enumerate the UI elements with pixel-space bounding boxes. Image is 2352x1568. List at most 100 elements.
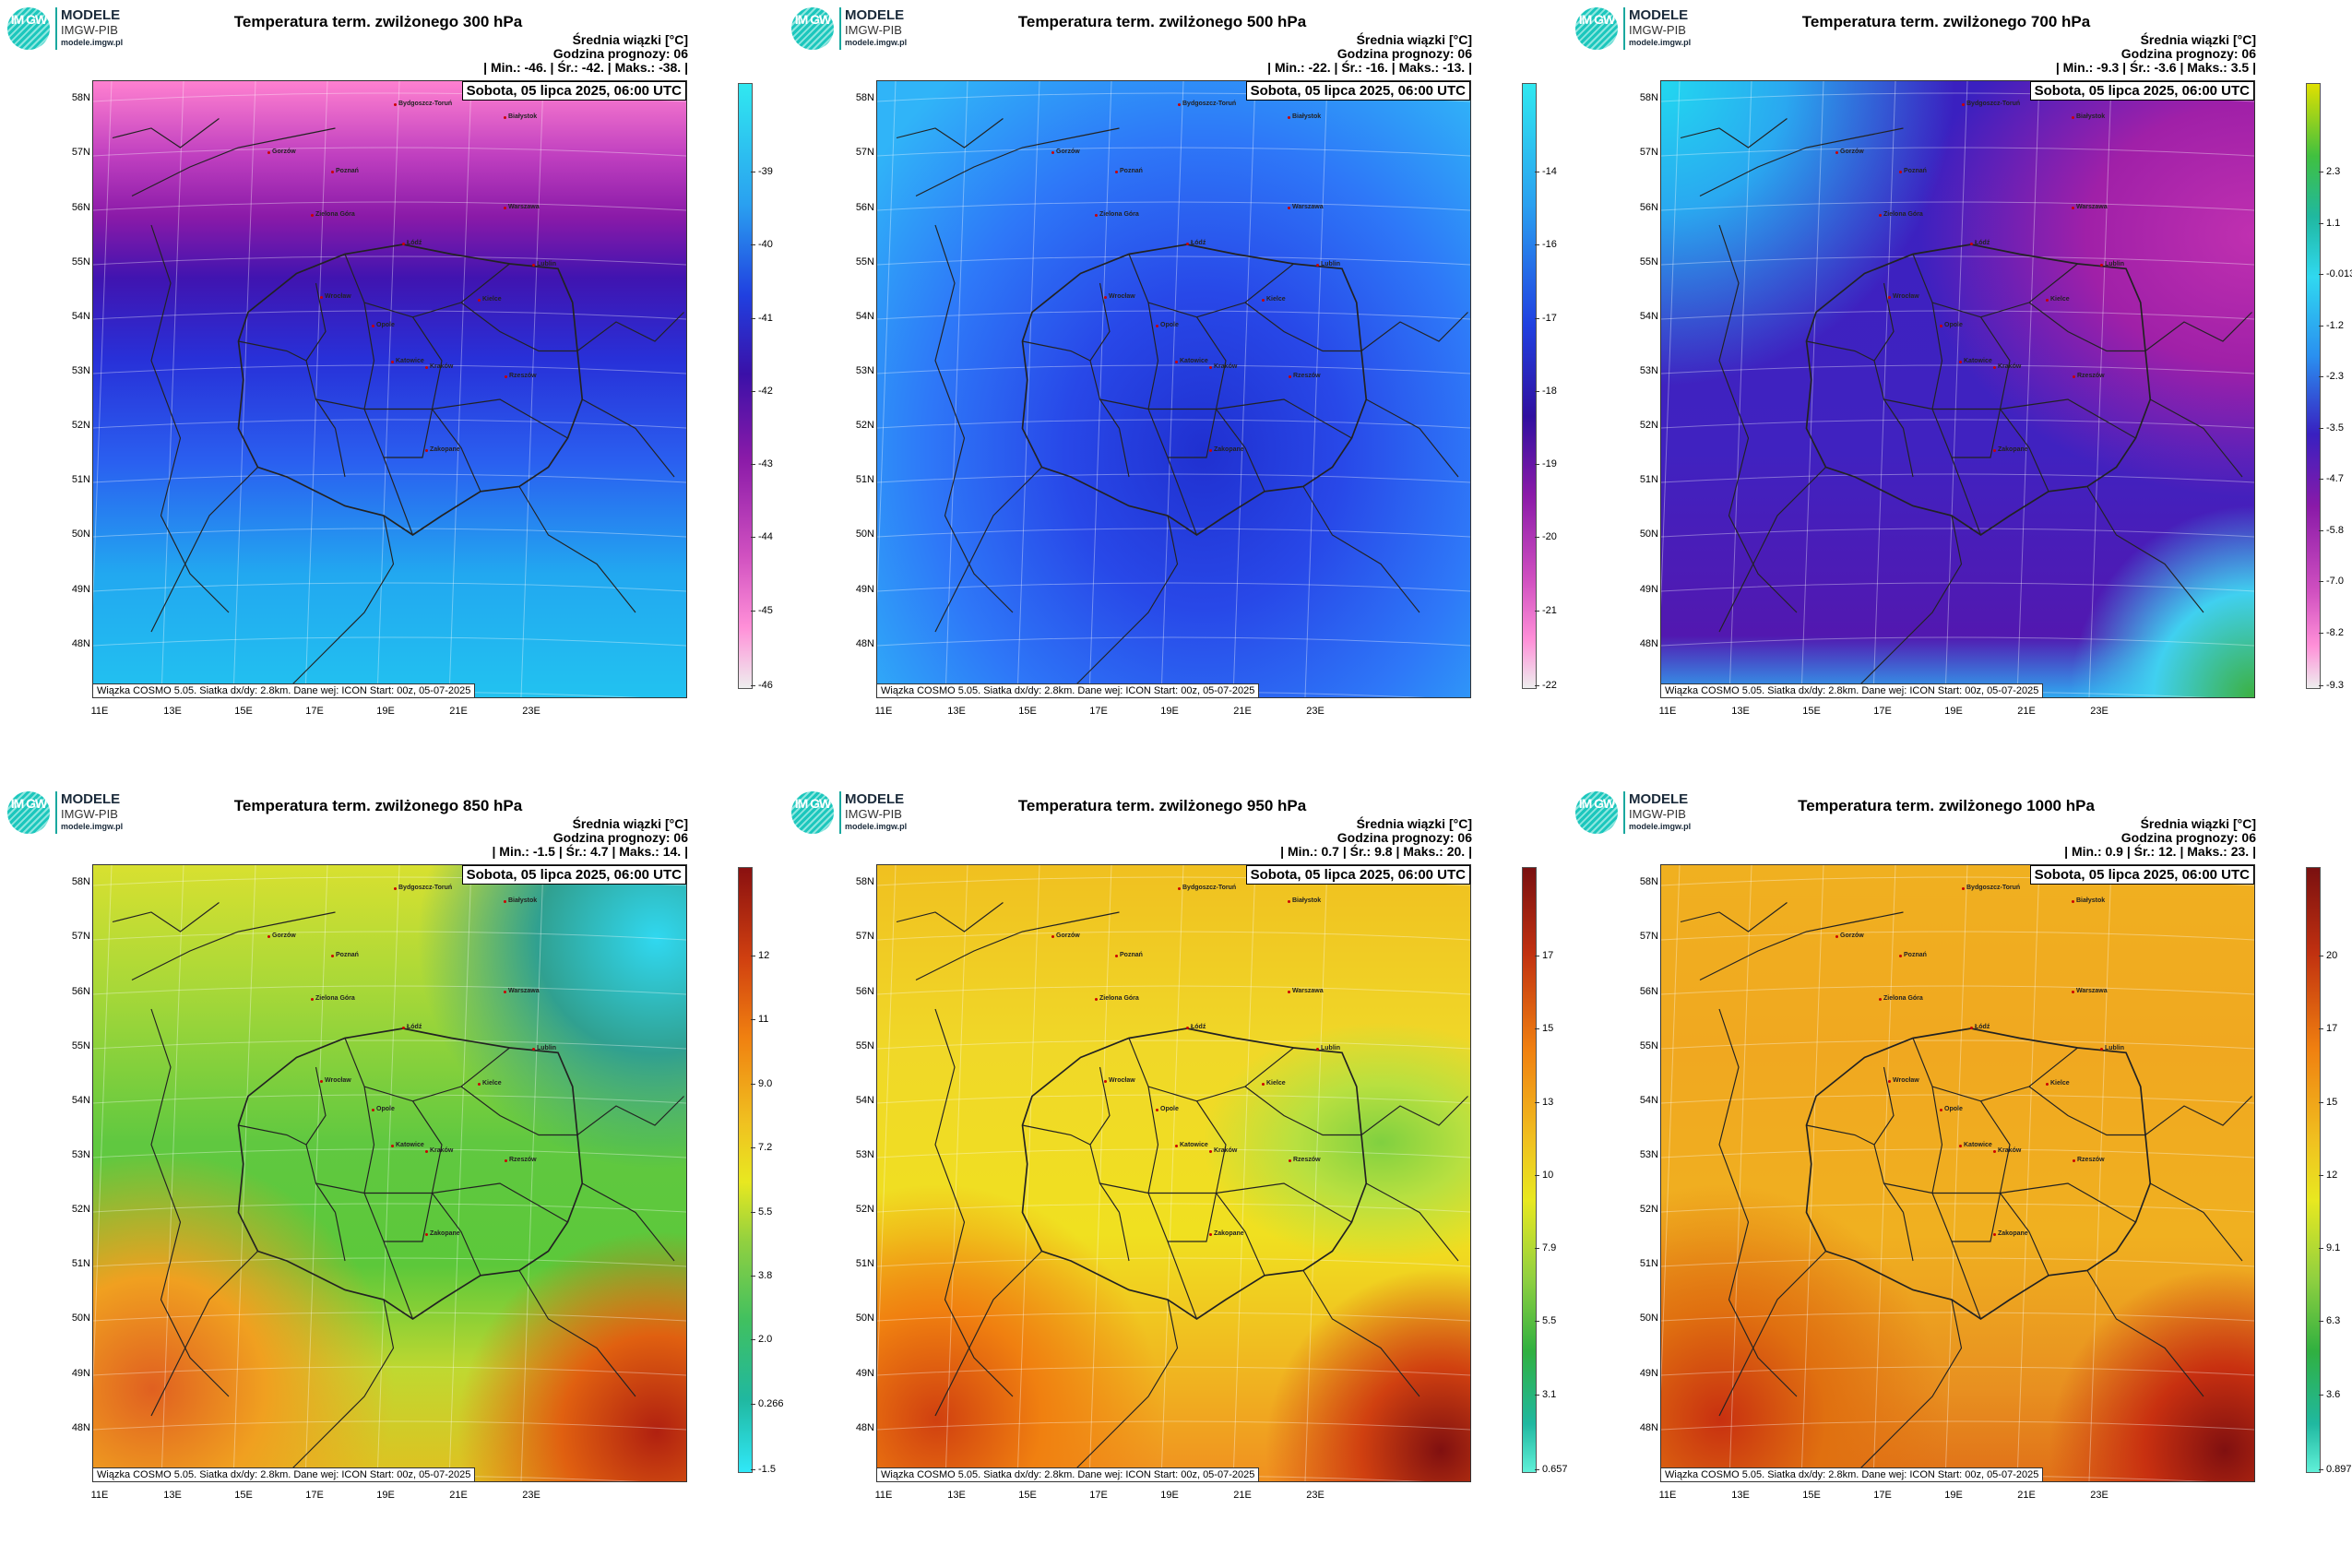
imgw-logo[interactable]: IM GW MODELE IMGW-PIB modele.imgw.pl [7, 7, 146, 52]
city-label: Kielce [1262, 1080, 1286, 1087]
city-label: Białystok [503, 113, 538, 120]
city-label: Zielona Góra [311, 211, 355, 218]
logo-url: modele.imgw.pl [845, 38, 908, 47]
imgw-logo[interactable]: IM GW MODELE IMGW-PIB modele.imgw.pl [1575, 791, 1714, 836]
latitude-label: 55N [71, 256, 90, 267]
colorbar-label: 9.0 [758, 1077, 773, 1089]
colorbar-tick [2319, 1101, 2323, 1103]
colorbar [2306, 867, 2321, 1473]
logo-divider [839, 791, 841, 834]
logo-emblem-icon [1575, 7, 1618, 50]
imgw-logo[interactable]: IM GW MODELE IMGW-PIB modele.imgw.pl [7, 791, 146, 836]
model-footer: Wiązka COSMO 5.05. Siatka dx/dy: 2.8km. … [1661, 683, 2044, 697]
latitude-label: 56N [71, 986, 90, 997]
map-area[interactable]: Sobota, 05 lipca 2025, 06:00 UTC Wiązka C… [876, 864, 1471, 1482]
colorbar-label: -20 [1542, 531, 1557, 543]
latitude-label: 56N [1639, 202, 1658, 213]
latitude-label: 55N [855, 256, 874, 267]
latitude-label: 51N [1639, 1258, 1658, 1269]
city-label: Kielce [478, 296, 502, 303]
longitude-label: 17E [305, 1490, 324, 1501]
colorbar-label: 0.897 [2326, 1464, 2352, 1475]
colorbar-label: -14 [1542, 166, 1557, 177]
map-overlay [93, 81, 686, 697]
logo-letters: IM GW [10, 796, 48, 811]
colorbar-tick [751, 1403, 755, 1405]
colorbar-label: -19 [1542, 458, 1557, 470]
colorbar-tick [751, 464, 755, 466]
latitude-label: 49N [71, 584, 90, 595]
latitude-label: 50N [71, 529, 90, 540]
city-label: Gorzów [1051, 932, 1080, 939]
city-label: Zakopane [1209, 1230, 1244, 1237]
forecast-panel: IM GW MODELE IMGW-PIB modele.imgw.pl Tem… [784, 0, 1568, 784]
longitude-label: 23E [2090, 706, 2108, 717]
latitude-label: 50N [855, 1313, 874, 1324]
imgw-logo[interactable]: IM GW MODELE IMGW-PIB modele.imgw.pl [791, 7, 930, 52]
colorbar-tick [1535, 685, 1539, 686]
logo-emblem-icon [1575, 791, 1618, 834]
colorbar-tick [751, 610, 755, 612]
colorbar-label: -1.5 [758, 1464, 776, 1475]
longitude-label: 17E [1089, 706, 1108, 717]
longitude-label: 13E [163, 706, 182, 717]
city-label: Białystok [2071, 897, 2106, 904]
map-area[interactable]: Sobota, 05 lipca 2025, 06:00 UTC Wiązka C… [1660, 864, 2255, 1482]
map-area[interactable]: Sobota, 05 lipca 2025, 06:00 UTC Wiązka C… [1660, 80, 2255, 698]
colorbar-tick [1535, 1321, 1539, 1323]
city-label: Zielona Góra [1879, 211, 1923, 218]
longitude-label: 15E [1018, 706, 1037, 717]
city-label: Rzeszów [2073, 1157, 2105, 1163]
latitude-label: 57N [855, 931, 874, 942]
colorbar-tick [751, 317, 755, 319]
latitude-label: 53N [1639, 1149, 1658, 1160]
stats-line: | Min.: -22. | Śr.: -16. | Maks.: -13. | [1267, 60, 1472, 75]
longitude-label: 19E [376, 1490, 395, 1501]
colorbar-label: 2.3 [2326, 166, 2341, 177]
longitude-label: 21E [2017, 1490, 2036, 1501]
panel-title: Temperatura term. zwilżonego 950 hPa [1017, 797, 1307, 814]
colorbar-tick [2319, 427, 2323, 429]
city-label: Kraków [1992, 1147, 2022, 1154]
colorbar-label: -45 [758, 604, 773, 616]
colorbar [2306, 83, 2321, 689]
map-area[interactable]: Sobota, 05 lipca 2025, 06:00 UTC Wiązka C… [876, 80, 1471, 698]
map-overlay [1661, 81, 2254, 697]
city-label: Łódź [401, 1024, 422, 1030]
city-label: Wrocław [320, 293, 351, 300]
imgw-logo[interactable]: IM GW MODELE IMGW-PIB modele.imgw.pl [791, 791, 930, 836]
city-label: Zakopane [425, 1230, 460, 1237]
map-area[interactable]: Sobota, 05 lipca 2025, 06:00 UTC Wiązka C… [92, 864, 687, 1482]
longitude-label: 19E [376, 706, 395, 717]
city-label: Warszawa [1288, 988, 1324, 994]
city-label: Rzeszów [1289, 373, 1321, 379]
city-label: Białystok [1287, 113, 1322, 120]
forecast-hour: Godzina prognozy: 06 [2120, 46, 2256, 61]
logo-title: MODELE [1629, 7, 1689, 23]
colorbar-label: -8.2 [2326, 626, 2344, 638]
city-label: Zielona Góra [1095, 995, 1139, 1002]
valid-date-box: Sobota, 05 lipca 2025, 06:00 UTC [2029, 865, 2254, 885]
logo-divider [839, 7, 841, 50]
longitude-label: 21E [449, 1490, 468, 1501]
longitude-label: 13E [1731, 706, 1750, 717]
colorbar-label: -0.013 [2326, 268, 2352, 279]
latitude-label: 48N [855, 638, 874, 649]
model-footer: Wiązka COSMO 5.05. Siatka dx/dy: 2.8km. … [93, 1467, 476, 1481]
latitude-label: 49N [855, 1368, 874, 1379]
colorbar-label: 9.1 [2326, 1242, 2341, 1254]
city-label: Wrocław [1104, 293, 1135, 300]
map-area[interactable]: Sobota, 05 lipca 2025, 06:00 UTC Wiązka C… [92, 80, 687, 698]
city-label: Poznań [1115, 952, 1143, 958]
latitude-label: 51N [71, 474, 90, 485]
logo-emblem-icon [791, 791, 834, 834]
latitude-label: 57N [1639, 147, 1658, 158]
colorbar-label: 5.5 [758, 1206, 773, 1218]
colorbar-tick [2319, 222, 2323, 224]
stats-line: | Min.: -1.5 | Śr.: 4.7 | Maks.: 14. | [492, 844, 688, 859]
colorbar-label: 17 [1542, 950, 1554, 961]
longitude-label: 19E [1160, 706, 1179, 717]
longitude-label: 19E [1160, 1490, 1179, 1501]
city-label: Zakopane [1993, 446, 2028, 453]
imgw-logo[interactable]: IM GW MODELE IMGW-PIB modele.imgw.pl [1575, 7, 1714, 52]
